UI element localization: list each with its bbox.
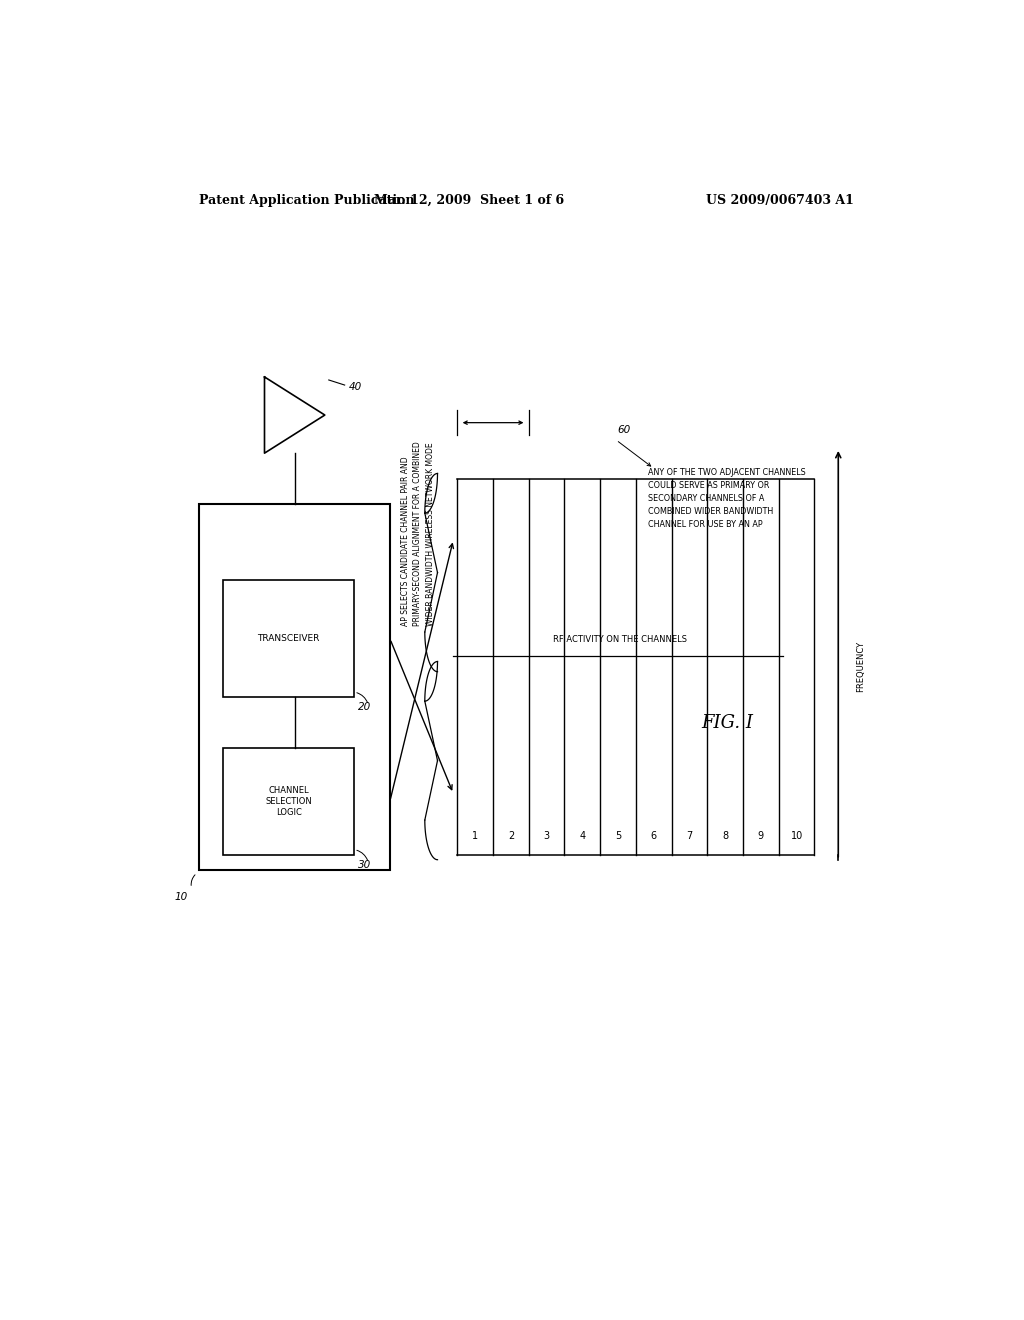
Text: Patent Application Publication: Patent Application Publication: [200, 194, 415, 207]
Text: FREQUENCY: FREQUENCY: [856, 642, 865, 692]
Text: 6: 6: [650, 832, 656, 841]
Text: ANY OF THE TWO ADJACENT CHANNELS
COULD SERVE AS PRIMARY OR
SECONDARY CHANNELS OF: ANY OF THE TWO ADJACENT CHANNELS COULD S…: [648, 469, 806, 529]
Text: FIG. I: FIG. I: [701, 714, 754, 731]
Text: 3: 3: [544, 832, 550, 841]
Text: 40: 40: [348, 381, 361, 392]
Text: 20: 20: [358, 702, 372, 713]
Text: RF ACTIVITY ON THE CHANNELS: RF ACTIVITY ON THE CHANNELS: [553, 635, 687, 644]
Text: US 2009/0067403 A1: US 2009/0067403 A1: [707, 194, 854, 207]
Text: 10: 10: [174, 892, 187, 903]
Text: 1: 1: [472, 832, 478, 841]
Bar: [200, 504, 390, 870]
Text: 2: 2: [508, 832, 514, 841]
Bar: [223, 581, 354, 697]
Text: AP SELECTS CANDIDATE CHANNEL PAIR AND
PRIMARY-SECOND ALIGNMENT FOR A COMBINED
WI: AP SELECTS CANDIDATE CHANNEL PAIR AND PR…: [400, 441, 434, 626]
Bar: [223, 748, 354, 854]
Text: 4: 4: [580, 832, 586, 841]
Text: 10: 10: [791, 832, 803, 841]
Text: 60: 60: [617, 425, 631, 434]
Text: 5: 5: [615, 832, 622, 841]
Text: 8: 8: [722, 832, 728, 841]
Text: 7: 7: [686, 832, 692, 841]
Text: 9: 9: [758, 832, 764, 841]
Text: 30: 30: [358, 859, 372, 870]
Text: TRANSCEIVER: TRANSCEIVER: [257, 634, 319, 643]
Text: CHANNEL
SELECTION
LOGIC: CHANNEL SELECTION LOGIC: [265, 785, 312, 817]
Text: Mar. 12, 2009  Sheet 1 of 6: Mar. 12, 2009 Sheet 1 of 6: [374, 194, 564, 207]
